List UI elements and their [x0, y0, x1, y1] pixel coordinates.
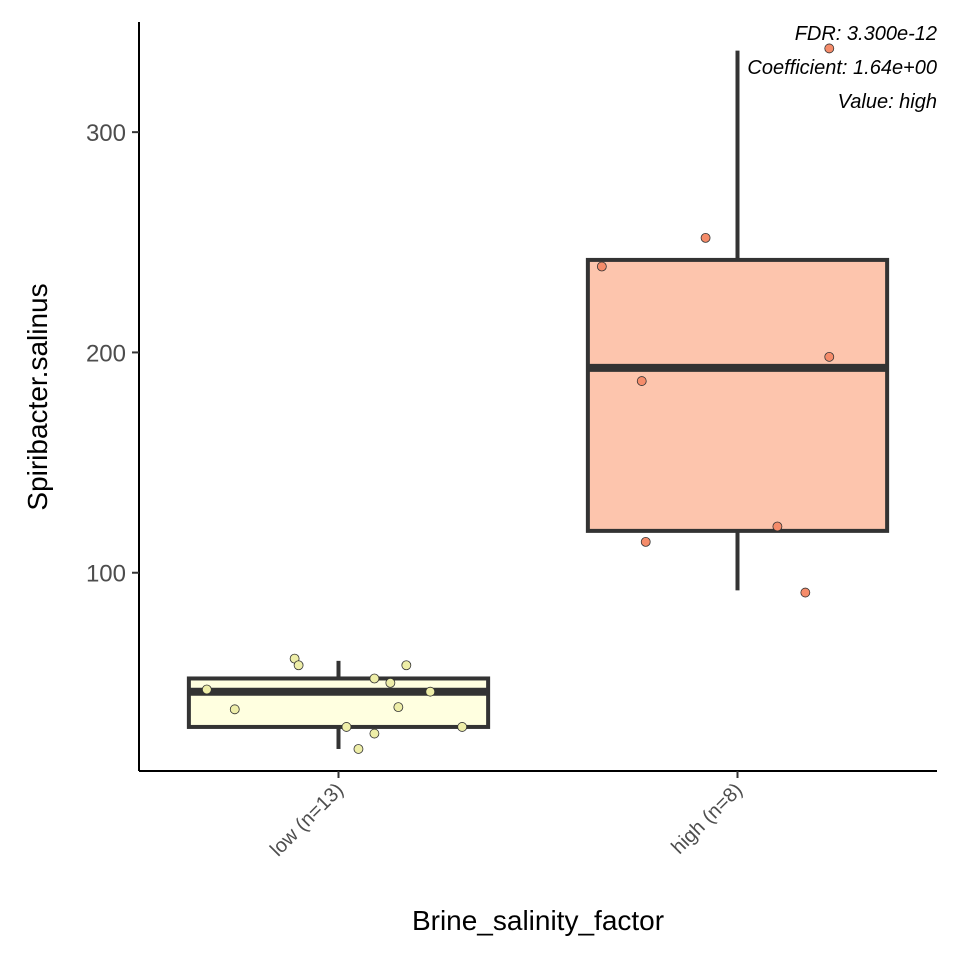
data-point — [772, 521, 783, 532]
annotation-value: Value: high — [838, 91, 937, 113]
x-ticks: low (n=13) high (n=8) — [266, 771, 747, 861]
box-group-0 — [186, 653, 491, 754]
box-iqr — [186, 676, 491, 729]
data-point — [800, 587, 811, 598]
y-tick-label: 300 — [86, 120, 126, 147]
data-point — [369, 673, 380, 684]
plot-area — [186, 43, 890, 754]
y-ticks: 100 200 300 — [86, 120, 139, 588]
data-point — [293, 660, 304, 671]
y-tick-label: 200 — [86, 340, 126, 367]
data-point — [596, 261, 607, 272]
data-point — [425, 686, 436, 697]
data-point — [393, 702, 404, 713]
y-axis-title: Spiribacter.salinus — [22, 283, 53, 510]
box-iqr — [585, 257, 890, 533]
data-point — [401, 660, 412, 671]
data-point — [640, 536, 651, 547]
data-point — [457, 722, 468, 732]
data-point — [353, 744, 364, 754]
data-point — [700, 232, 711, 243]
annotation-fdr: FDR: 3.300e-12 — [795, 23, 937, 45]
y-tick-label: 100 — [86, 561, 126, 588]
data-point — [385, 677, 396, 688]
box-group-1 — [585, 43, 890, 598]
data-point — [201, 684, 212, 695]
data-point — [824, 43, 835, 54]
annotation-coefficient: Coefficient: 1.64e+00 — [747, 57, 937, 79]
x-tick-label: high (n=8) — [667, 779, 747, 859]
data-point — [636, 376, 647, 386]
x-axis-title: Brine_salinity_factor — [412, 905, 664, 936]
data-point — [824, 351, 835, 362]
data-point — [341, 722, 352, 732]
data-point — [369, 728, 380, 739]
data-point — [229, 704, 240, 715]
x-tick-label: low (n=13) — [266, 779, 348, 861]
